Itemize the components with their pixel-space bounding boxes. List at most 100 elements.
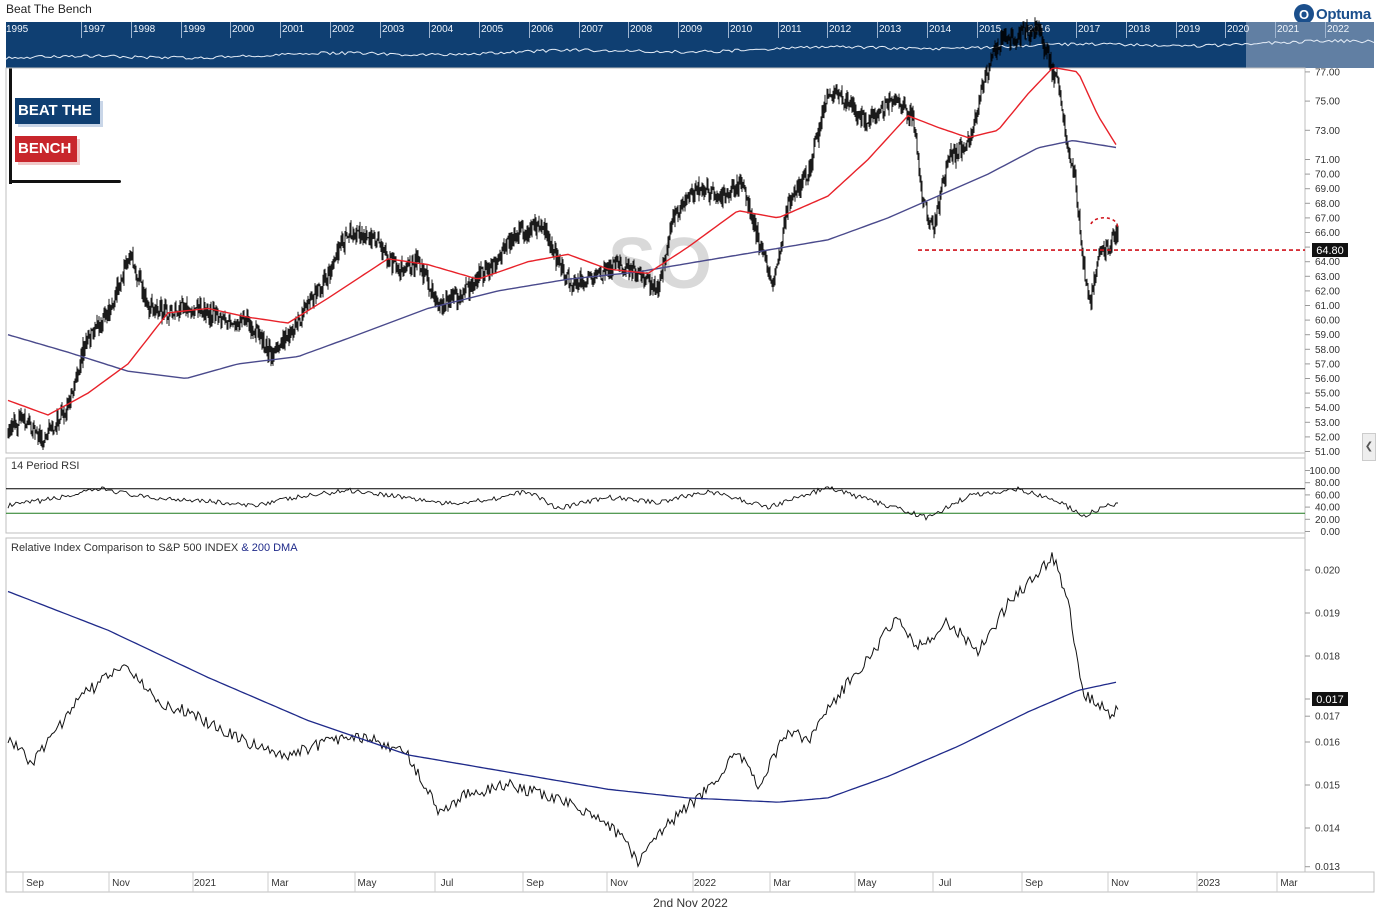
timeline-year-tick	[479, 22, 480, 38]
rsi-panel-frame	[5, 457, 1306, 534]
timeline-year-tick	[778, 22, 779, 38]
relative-tick-label: 0.019	[1315, 609, 1340, 620]
timeline-year-tick	[1225, 22, 1226, 38]
timeline-mini-chart	[6, 38, 1374, 60]
timeline-year-label: 2022	[1327, 24, 1350, 35]
price-tick-label: 69.00	[1315, 184, 1340, 195]
timeline-year-tick	[1275, 22, 1276, 38]
timeline-year-tick	[181, 22, 182, 38]
price-tick-label: 51.00	[1315, 447, 1340, 458]
x-tick-label: 2023	[1198, 878, 1221, 889]
price-tick-label: 54.00	[1315, 403, 1340, 414]
logo-text-beat-the: BEAT THE	[15, 98, 100, 124]
rsi-tick-label: 0.00	[1321, 527, 1341, 538]
relative-tick-label: 0.015	[1315, 781, 1340, 792]
timeline-year-label: 2015	[979, 24, 1002, 35]
rsi-line	[7, 486, 1118, 521]
x-tick-label: Jul	[441, 878, 454, 889]
price-tick-label: 73.00	[1315, 126, 1340, 137]
timeline-year-label: 2021	[1277, 24, 1300, 35]
price-tick-label: 57.00	[1315, 359, 1340, 370]
relative-tick-label: 0.013	[1315, 862, 1340, 873]
moving-average-blue-line	[7, 139, 1117, 379]
x-tick-label: May	[358, 878, 377, 889]
relative-tick-label: 0.016	[1315, 738, 1340, 749]
x-tick-label: Mar	[1280, 878, 1298, 889]
last-price-box	[1312, 243, 1348, 258]
x-tick-label: Sep	[26, 878, 44, 889]
timeline-year-tick	[280, 22, 281, 38]
relative-panel-title-suffix: & 200 DMA	[241, 542, 298, 554]
logo-text-bench: BENCH	[15, 136, 78, 162]
timeline-navigator[interactable]: 1995 1997 1998 1999 2000 2001 2002 2003 2004 2005…	[6, 22, 1374, 68]
last-price-label: 64.80	[1316, 245, 1344, 257]
price-tick-label: 64.00	[1315, 257, 1340, 268]
chart-title: Beat The Bench	[6, 2, 92, 16]
x-tick-label: Mar	[773, 878, 791, 889]
timeline-year-tick	[529, 22, 530, 38]
rsi-tick-label: 100.00	[1309, 466, 1340, 477]
x-tick-label: 2022	[694, 878, 717, 889]
price-tick-label: 67.00	[1315, 213, 1340, 224]
price-tick-label: 58.00	[1315, 345, 1340, 356]
x-tick-label: Nov	[112, 878, 130, 889]
optuma-brand: O Optuma	[1294, 3, 1371, 25]
timeline-year-tick	[678, 22, 679, 38]
x-tick-label: 2021	[194, 878, 217, 889]
timeline-year-label: 2010	[730, 24, 753, 35]
scroll-right-arrow-icon[interactable]: ❮	[1362, 433, 1376, 461]
price-tick-label: 75.00	[1315, 97, 1340, 108]
timeline-year-label: 1997	[83, 24, 106, 35]
price-tick-label: 63.00	[1315, 272, 1340, 283]
price-tick-label: 61.00	[1315, 301, 1340, 312]
timeline-year-tick	[1126, 22, 1127, 38]
beat-the-bench-logo: BEAT THE BENCH	[9, 68, 121, 184]
price-tick-label: 70.00	[1315, 170, 1340, 181]
timeline-year-label: 2013	[879, 24, 902, 35]
relative-tick-label: 0.014	[1315, 824, 1340, 835]
x-tick-label: Nov	[1111, 878, 1129, 889]
timeline-year-tick	[230, 22, 231, 38]
timeline-year-label: 2005	[481, 24, 504, 35]
moving-average-red-line	[7, 67, 1117, 416]
x-tick-label: Sep	[1025, 878, 1043, 889]
x-axis-frame	[5, 871, 1375, 893]
timeline-year-label: 2008	[630, 24, 653, 35]
timeline-year-tick	[877, 22, 878, 38]
timeline-year-tick	[579, 22, 580, 38]
timeline-visible-range[interactable]	[1246, 22, 1374, 68]
timeline-year-label: 2017	[1078, 24, 1101, 35]
timeline-year-label: 2009	[680, 24, 703, 35]
relative-200dma-line	[7, 590, 1117, 803]
logo-bracket-vertical	[9, 68, 12, 184]
price-tick-label: 52.00	[1315, 432, 1340, 443]
x-tick-label: May	[858, 878, 877, 889]
timeline-year-tick	[1026, 22, 1027, 38]
timeline-year-tick	[131, 22, 132, 38]
timeline-year-tick	[330, 22, 331, 38]
rsi-tick-label: 40.00	[1315, 503, 1340, 514]
timeline-year-tick	[81, 22, 82, 38]
timeline-year-label: 2018	[1128, 24, 1151, 35]
timeline-year-tick	[1076, 22, 1077, 38]
optuma-logo-icon: O	[1294, 4, 1314, 24]
relative-tick-label: 0.018	[1315, 652, 1340, 663]
price-tick-label: 62.00	[1315, 286, 1340, 297]
last-relative-box	[1312, 692, 1348, 706]
rsi-panel-title: 14 Period RSI	[11, 460, 79, 472]
timeline-year-label: 2000	[232, 24, 255, 35]
timeline-year-label: 2006	[531, 24, 554, 35]
timeline-year-label: 2020	[1227, 24, 1250, 35]
optuma-brand-text: Optuma	[1316, 5, 1371, 23]
price-tick-label: 66.00	[1315, 228, 1340, 239]
timeline-year-label: 2014	[929, 24, 952, 35]
timeline-year-tick	[1176, 22, 1177, 38]
relative-tick-label: 0.017	[1315, 712, 1340, 723]
timeline-year-label: 2004	[431, 24, 454, 35]
price-tick-label: 71.00	[1315, 155, 1340, 166]
timeline-year-tick	[827, 22, 828, 38]
rsi-tick-label: 80.00	[1315, 478, 1340, 489]
timeline-year-label: 2002	[332, 24, 355, 35]
timeline-year-tick	[429, 22, 430, 38]
